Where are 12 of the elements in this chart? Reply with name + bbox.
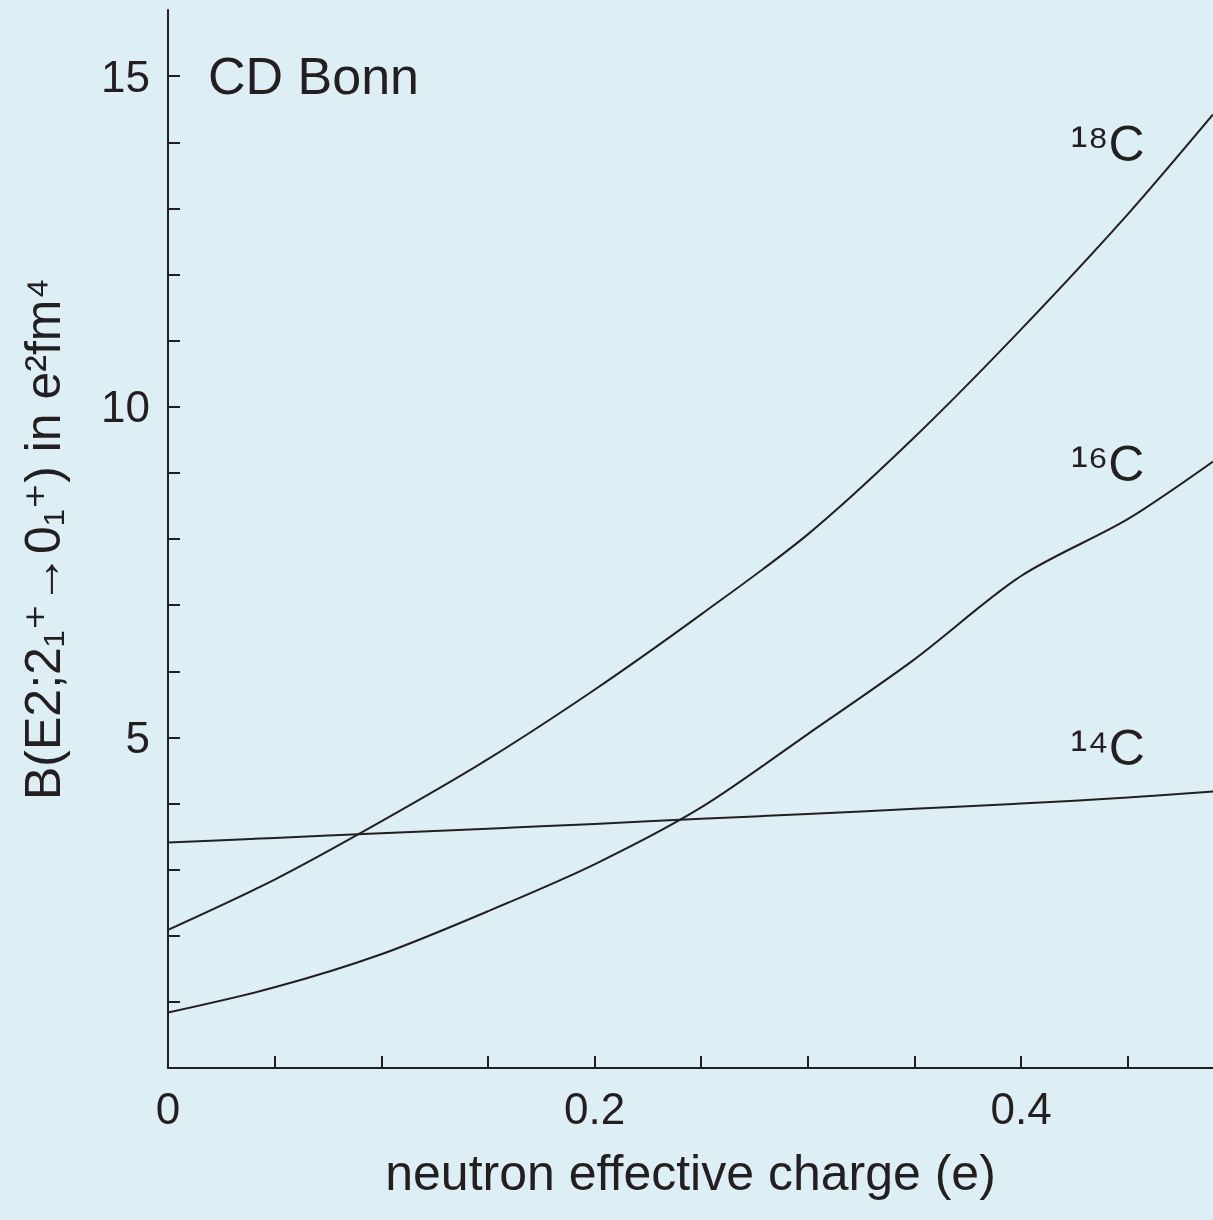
y-tick-label: 15 — [101, 51, 150, 101]
annotation: CD Bonn — [208, 47, 419, 105]
series-label: ¹⁶C — [1071, 436, 1145, 493]
series-label: ¹⁸C — [1070, 116, 1145, 173]
x-tick-label: 0.2 — [563, 1083, 626, 1133]
y-tick-label: 10 — [101, 382, 150, 432]
y-tick-label: 5 — [125, 712, 150, 762]
y-axis-title: B(E2;2₁⁺→0₁⁺) in e²fm⁴ — [15, 277, 71, 801]
x-tick-label: 0.4 — [990, 1083, 1052, 1133]
x-tick-label: 0 — [155, 1083, 181, 1133]
series-label: ¹⁴C — [1070, 719, 1145, 776]
x-axis-title: neutron effective charge (e) — [385, 1145, 996, 1201]
